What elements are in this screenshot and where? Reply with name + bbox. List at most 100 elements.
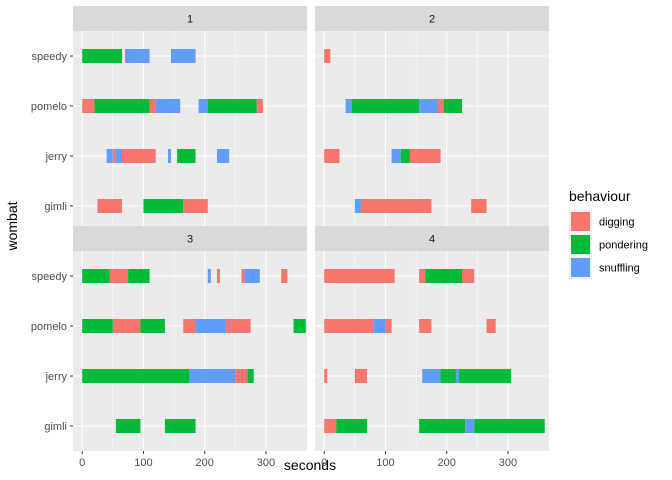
segment-digging bbox=[324, 369, 328, 383]
segment-digging bbox=[360, 199, 432, 213]
y-tick-label: pomelo bbox=[31, 101, 67, 113]
panel-background bbox=[315, 31, 549, 231]
segment-digging bbox=[256, 99, 263, 113]
y-tick-label: speedy bbox=[32, 271, 68, 283]
x-tick-label: 0 bbox=[321, 457, 327, 469]
panel-background bbox=[73, 31, 307, 231]
facet-label: 4 bbox=[429, 234, 435, 246]
segment-snuffling bbox=[171, 49, 196, 63]
segment-snuffling bbox=[115, 149, 123, 163]
segment-pondering bbox=[177, 149, 196, 163]
x-tick-label: 200 bbox=[196, 457, 214, 469]
y-tick-label: jerry bbox=[45, 371, 68, 383]
facet-strip bbox=[73, 6, 307, 31]
segment-pondering bbox=[143, 199, 184, 213]
segment-snuffling bbox=[354, 199, 361, 213]
segment-snuffling bbox=[167, 149, 172, 163]
segment-pondering bbox=[400, 149, 410, 163]
segment-pondering bbox=[82, 319, 113, 333]
segment-snuffling bbox=[198, 99, 208, 113]
x-tick-label: 300 bbox=[257, 457, 275, 469]
x-tick-label: 200 bbox=[438, 457, 456, 469]
segment-pondering bbox=[82, 49, 123, 63]
segment-digging bbox=[385, 319, 392, 333]
segment-digging bbox=[97, 199, 123, 213]
segment-pondering bbox=[207, 99, 257, 113]
panel-background bbox=[315, 251, 549, 451]
segment-digging bbox=[216, 269, 221, 283]
facet-strip bbox=[315, 6, 549, 31]
segment-snuffling bbox=[391, 149, 401, 163]
y-axis-title: wombat bbox=[4, 201, 20, 251]
segment-snuffling bbox=[207, 269, 211, 283]
segment-pondering bbox=[293, 319, 306, 333]
segment-snuffling bbox=[195, 319, 227, 333]
segment-pondering bbox=[458, 369, 512, 383]
y-tick-label: pomelo bbox=[31, 321, 67, 333]
segment-snuffling bbox=[155, 99, 181, 113]
legend: behaviour bbox=[569, 188, 631, 204]
segment-pondering bbox=[440, 369, 456, 383]
y-tick-label: speedy bbox=[32, 51, 68, 63]
segment-digging bbox=[324, 419, 337, 433]
segment-digging bbox=[82, 99, 95, 113]
x-tick-label: 300 bbox=[499, 457, 517, 469]
segment-pondering bbox=[82, 269, 110, 283]
segment-digging bbox=[324, 269, 395, 283]
segment-digging bbox=[324, 49, 331, 63]
segment-digging bbox=[149, 99, 156, 113]
facet-label: 1 bbox=[187, 14, 193, 26]
segment-digging bbox=[409, 149, 441, 163]
segment-pondering bbox=[94, 99, 150, 113]
segment-snuffling bbox=[189, 369, 236, 383]
segment-digging bbox=[183, 319, 196, 333]
segment-pondering bbox=[336, 419, 368, 433]
segment-digging bbox=[462, 269, 475, 283]
legend-label: digging bbox=[599, 217, 634, 229]
segment-pondering bbox=[82, 369, 190, 383]
panel-background bbox=[73, 251, 307, 451]
x-axis-title: seconds bbox=[284, 457, 336, 473]
segment-snuffling bbox=[244, 269, 260, 283]
segment-digging bbox=[122, 149, 156, 163]
segment-pondering bbox=[443, 99, 463, 113]
legend-label: snuffling bbox=[599, 263, 640, 275]
x-tick-label: 0 bbox=[79, 457, 85, 469]
segment-pondering bbox=[425, 269, 463, 283]
segment-snuffling bbox=[455, 369, 459, 383]
segment-pondering bbox=[351, 99, 420, 113]
x-tick-label: 100 bbox=[376, 457, 394, 469]
facet-label: 2 bbox=[429, 14, 435, 26]
segment-digging bbox=[471, 199, 487, 213]
segment-digging bbox=[109, 269, 129, 283]
facet-strip bbox=[73, 226, 307, 251]
legend-label: pondering bbox=[599, 240, 648, 252]
segment-snuffling bbox=[422, 369, 441, 383]
segment-snuffling bbox=[125, 49, 150, 63]
y-tick-label: gimli bbox=[44, 421, 67, 433]
legend-key-digging bbox=[571, 212, 590, 231]
segment-snuffling bbox=[465, 419, 475, 433]
segment-digging bbox=[226, 319, 251, 333]
segment-digging bbox=[354, 369, 368, 383]
legend-key-snuffling bbox=[571, 258, 590, 277]
segment-pondering bbox=[164, 419, 196, 433]
segment-snuffling bbox=[373, 319, 386, 333]
segment-snuffling bbox=[216, 149, 230, 163]
segment-pondering bbox=[140, 319, 165, 333]
legend-key-pondering bbox=[571, 235, 590, 254]
x-tick-label: 100 bbox=[134, 457, 152, 469]
segment-digging bbox=[183, 199, 208, 213]
segment-pondering bbox=[247, 369, 254, 383]
segment-digging bbox=[112, 319, 141, 333]
segment-pondering bbox=[474, 419, 545, 433]
segment-digging bbox=[419, 319, 432, 333]
legend-title: behaviour bbox=[569, 188, 631, 204]
segment-snuffling bbox=[106, 149, 113, 163]
segment-digging bbox=[324, 149, 340, 163]
y-tick-label: jerry bbox=[45, 151, 68, 163]
segment-digging bbox=[235, 369, 248, 383]
facet-strip bbox=[315, 226, 549, 251]
segment-digging bbox=[324, 319, 374, 333]
